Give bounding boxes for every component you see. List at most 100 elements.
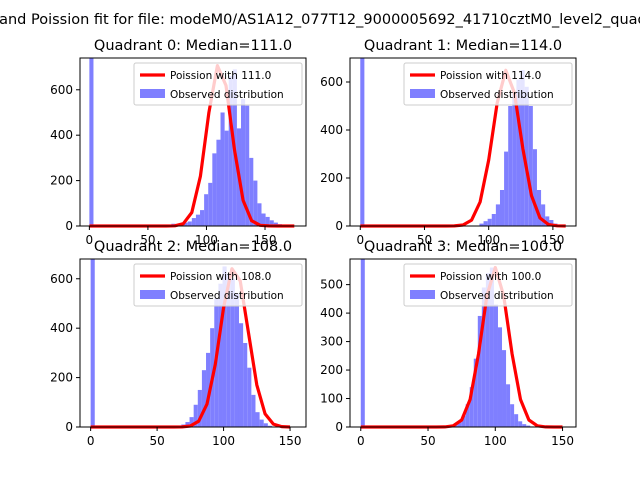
histogram-bar xyxy=(549,220,554,226)
legend-hist-swatch xyxy=(140,89,165,98)
legend-fit-label: Poission with 100.0 xyxy=(440,271,541,283)
axes-frame xyxy=(79,258,307,428)
y-tick-label: 400 xyxy=(50,128,73,142)
histogram-bar xyxy=(485,273,490,427)
histogram-bars xyxy=(360,259,535,427)
legend-hist-label: Observed distribution xyxy=(170,89,284,101)
histogram-bar xyxy=(269,220,274,226)
x-tick-label: 150 xyxy=(541,233,564,247)
histogram-bar xyxy=(222,266,227,427)
histogram-bar xyxy=(508,106,513,226)
histogram-bar xyxy=(512,91,517,226)
histogram-bar xyxy=(249,157,254,226)
y-tick-label: 100 xyxy=(320,392,343,406)
histogram-bar xyxy=(483,221,488,226)
histogram-bar xyxy=(197,389,202,427)
x-tick-label: 0 xyxy=(356,233,364,247)
y-tick-label: 400 xyxy=(320,306,343,320)
histogram-bar xyxy=(473,358,478,427)
x-tick-label: 100 xyxy=(212,434,235,448)
histogram-bar xyxy=(245,105,250,226)
axes-frame xyxy=(349,57,577,227)
histogram-bar xyxy=(263,423,268,427)
histogram-bar xyxy=(261,213,266,226)
x-tick-label: 100 xyxy=(195,233,218,247)
histogram-bar xyxy=(191,218,196,226)
histogram-bar xyxy=(195,214,201,226)
x-tick-label: 50 xyxy=(140,233,155,247)
y-tick-label: 0 xyxy=(65,219,73,233)
histogram-bar xyxy=(201,370,207,427)
histogram-bar xyxy=(234,293,239,427)
histogram-bar xyxy=(457,421,462,427)
subplot-title: Quadrant 2: Median=108.0 xyxy=(94,239,292,255)
histogram-bar xyxy=(481,287,486,427)
histogram-bar xyxy=(516,79,521,226)
histogram-bar xyxy=(216,139,221,226)
histogram-bar xyxy=(200,210,205,226)
histogram-bar xyxy=(545,216,550,226)
histogram-bar xyxy=(360,58,365,226)
legend-fit-label: Poission with 108.0 xyxy=(170,271,271,283)
histogram-bar xyxy=(247,367,252,427)
histogram-bar xyxy=(220,112,225,226)
histogram-bar xyxy=(479,223,484,226)
subplot-quadrant-3: 0 50 100 150 0 100 200 300 400 500 Poission with 1… xyxy=(320,239,577,448)
histogram-bar xyxy=(187,221,192,226)
y-tick-label: 600 xyxy=(50,272,73,286)
histogram-bar xyxy=(243,343,248,427)
y-tick-label: 200 xyxy=(320,171,343,185)
x-tick-label: 50 xyxy=(417,233,432,247)
legend: Poission with 100.0 Observed distribution xyxy=(403,263,573,307)
figure-suptitle: Histogram and Poission fit for file: mod… xyxy=(0,12,640,28)
subplot-quadrant-1: 0 50 100 150 0 200 400 600 Poission with 114.0 Ob… xyxy=(320,38,577,247)
histogram-bar xyxy=(253,180,258,226)
histogram-bar xyxy=(90,259,95,427)
histogram-bar xyxy=(510,404,515,427)
x-tick-label: 100 xyxy=(477,233,500,247)
legend-box xyxy=(403,62,573,106)
y-tick-label: 200 xyxy=(320,363,343,377)
histogram-bar xyxy=(208,182,213,226)
subplot-quadrant-0: 0 50 100 150 0 200 400 600 Poission with 111.0 Ob… xyxy=(50,38,307,247)
histogram-bar xyxy=(536,190,542,226)
legend: Poission with 108.0 Observed distribution xyxy=(133,263,303,307)
histogram-bar xyxy=(255,412,260,427)
histogram-bar xyxy=(251,394,256,427)
legend-hist-swatch xyxy=(140,290,165,299)
histogram-bar xyxy=(528,106,533,226)
histogram-bar xyxy=(183,222,188,226)
y-tick-label: 600 xyxy=(320,75,343,89)
x-tick-label: 150 xyxy=(279,434,302,448)
legend-fit-label: Poission with 114.0 xyxy=(440,70,541,82)
subplot-title: Quadrant 0: Median=111.0 xyxy=(94,38,292,54)
histogram-bar xyxy=(206,352,211,427)
y-tick-label: 400 xyxy=(50,321,73,335)
y-tick-label: 500 xyxy=(320,278,343,292)
histogram-bar xyxy=(518,421,523,427)
histogram-bar xyxy=(504,151,509,226)
histogram-bar xyxy=(487,218,492,226)
x-tick-label: 100 xyxy=(484,434,507,448)
subplot-grid: 0 50 100 150 0 200 400 600 Poission with 111.0 Ob… xyxy=(50,38,577,448)
axes-frame xyxy=(79,57,307,227)
legend-fit-label: Poission with 111.0 xyxy=(170,70,271,82)
histogram-bar xyxy=(493,304,498,427)
histogram-bar xyxy=(267,425,272,427)
x-tick-label: 0 xyxy=(87,434,95,448)
histogram-bar xyxy=(241,98,246,226)
histogram-bar xyxy=(228,76,233,226)
histogram-bar xyxy=(273,222,278,226)
legend: Poission with 111.0 Observed distribution xyxy=(133,62,303,106)
x-tick-label: 150 xyxy=(254,233,277,247)
histogram-bar xyxy=(499,190,505,226)
x-tick-label: 50 xyxy=(420,434,435,448)
histogram-bar xyxy=(489,267,494,427)
legend-hist-label: Observed distribution xyxy=(170,290,284,302)
histogram-bar xyxy=(497,327,503,427)
histogram-bar xyxy=(514,414,519,427)
y-tick-label: 600 xyxy=(50,83,73,97)
legend: Poission with 114.0 Observed distribution xyxy=(403,62,573,106)
histogram-bar xyxy=(230,278,235,427)
